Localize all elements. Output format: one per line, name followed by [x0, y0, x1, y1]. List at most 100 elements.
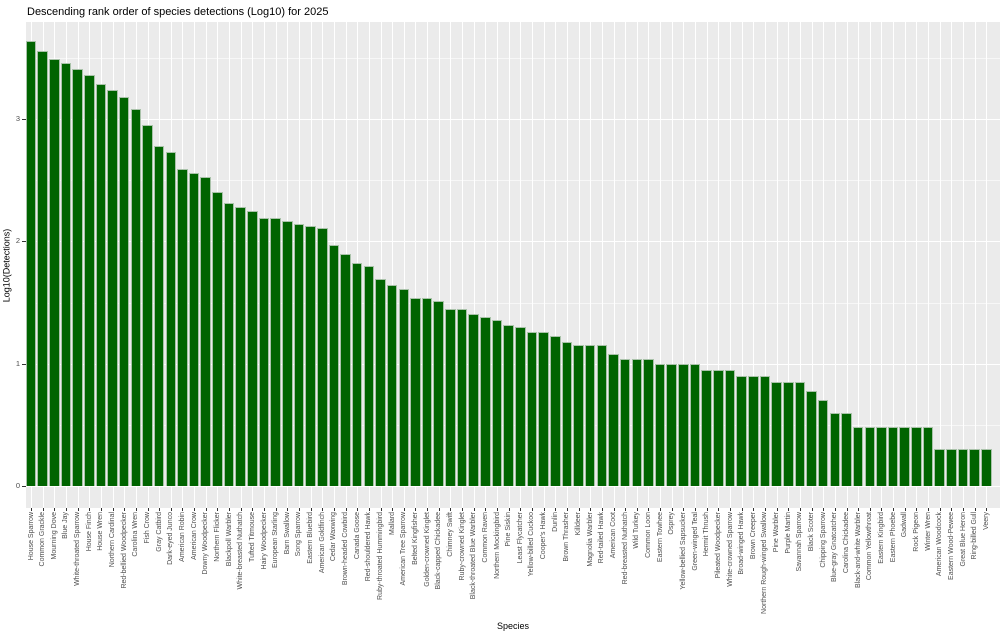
bar — [736, 375, 747, 486]
bar — [724, 369, 736, 486]
x-gridline — [904, 22, 906, 508]
x-tick-mark — [403, 508, 405, 511]
x-category-label: Black-throated Blue Warbler — [470, 512, 478, 600]
x-category-label: Killdeer — [575, 512, 583, 536]
x-category-label: Ruby-throated Hummingbird — [377, 512, 384, 600]
x-category-label: Yellow-billed Cuckoo — [528, 512, 536, 577]
x-category-label: Black-capped Chickadee — [435, 512, 443, 590]
x-category-label: Dunlin — [551, 512, 559, 532]
bar — [25, 40, 37, 486]
x-tick-mark — [963, 508, 964, 511]
x-category-label: Chimney Swift — [446, 512, 454, 557]
x-tick-mark — [485, 508, 487, 511]
bar — [49, 59, 60, 486]
x-tick-mark — [147, 508, 149, 511]
x-tick-mark — [858, 508, 860, 511]
bar — [386, 285, 398, 486]
y-tick-label: 1 — [15, 358, 20, 368]
bar — [375, 279, 386, 486]
x-tick-mark — [124, 508, 126, 511]
bar — [782, 382, 794, 486]
x-category-label: White-breasted Nuthatch — [237, 512, 245, 590]
x-tick-mark — [613, 508, 615, 511]
x-gridline — [543, 22, 545, 508]
x-category-label: Purple Martin — [784, 512, 792, 554]
bar — [107, 89, 118, 486]
bar — [515, 327, 526, 486]
x-tick-mark — [695, 508, 697, 511]
x-gridline — [916, 22, 918, 508]
bar — [83, 75, 95, 486]
x-gridline — [601, 22, 603, 508]
x-category-label: Eastern Wood-Pewee — [947, 512, 955, 580]
x-category-label: Brown Thrasher — [563, 512, 571, 562]
x-tick-mark — [322, 508, 324, 511]
bar — [526, 331, 538, 486]
x-tick-mark — [636, 508, 638, 511]
x-category-label: American Coot — [610, 512, 617, 559]
x-category-label: Fish Crow — [144, 512, 151, 544]
x-category-label: Blue-gray Gnatcatcher — [831, 512, 839, 583]
x-gridline — [986, 22, 988, 508]
bar — [573, 345, 584, 486]
x-category-label: American Crow — [190, 512, 198, 560]
x-gridline — [671, 22, 673, 508]
y-minor-gridline — [26, 180, 1000, 182]
x-category-label: Least Flycatcher — [516, 512, 524, 564]
x-gridline — [706, 22, 708, 508]
x-tick-mark — [438, 508, 440, 511]
x-tick-mark — [834, 508, 836, 511]
x-category-label: Mourning Dove — [50, 512, 58, 560]
bar — [316, 227, 328, 486]
x-category-label: Magnolia Warbler — [586, 512, 594, 567]
x-tick-mark — [718, 508, 720, 511]
x-tick-mark — [508, 508, 510, 511]
x-tick-mark — [182, 508, 184, 511]
y-axis-title: Log10(Detections) — [1, 228, 12, 302]
bar — [223, 203, 235, 486]
x-gridline — [636, 22, 638, 508]
x-tick-mark — [986, 508, 988, 511]
x-tick-mark — [252, 508, 254, 511]
x-tick-mark — [205, 508, 207, 511]
x-tick-mark — [764, 508, 766, 511]
bar — [771, 382, 782, 486]
bar — [340, 253, 351, 486]
x-gridline — [834, 22, 836, 508]
x-category-label: Hairy Woodpecker — [260, 512, 268, 570]
x-category-label: Brown-headed Cowbird — [342, 512, 350, 586]
x-category-label: Northern Cardinal — [109, 512, 117, 568]
x-tick-mark — [112, 508, 114, 511]
x-category-label: Red-tailed Hawk — [598, 512, 606, 564]
x-tick-mark — [345, 508, 347, 511]
x-gridline — [648, 22, 650, 508]
x-category-label: Carolina Chickadee — [843, 512, 850, 574]
x-category-label: Ruby-crowned Kinglet — [458, 512, 466, 581]
x-category-label: Pine Siskin — [505, 512, 513, 547]
x-gridline — [462, 22, 464, 508]
x-category-label: Hermit Thrush — [703, 512, 711, 557]
x-category-label: Cooper's Hawk — [540, 512, 548, 560]
bar — [188, 172, 200, 486]
x-gridline — [392, 22, 394, 508]
x-category-label: Black Scoter — [808, 512, 816, 552]
x-gridline — [427, 22, 429, 508]
x-tick-mark — [415, 508, 417, 511]
x-category-label: Eastern Kingbird — [877, 512, 885, 564]
x-category-label: Common Loon — [644, 512, 652, 558]
x-tick-mark — [811, 508, 813, 511]
x-tick-mark — [473, 508, 475, 511]
x-gridline — [764, 22, 766, 508]
x-category-label: Northern Mockingbird — [493, 512, 501, 579]
x-category-label: European Starling — [272, 512, 280, 569]
x-tick-mark — [893, 508, 895, 511]
x-category-label: House Wren — [97, 512, 105, 551]
x-tick-mark — [939, 508, 941, 511]
x-category-label: Gadwall — [901, 512, 909, 538]
bar — [270, 218, 281, 486]
x-gridline — [811, 22, 813, 508]
x-tick-mark — [264, 508, 265, 511]
x-tick-mark — [287, 508, 289, 511]
x-tick-mark — [904, 508, 906, 511]
x-category-label: Common Yellowthroat — [866, 512, 874, 581]
